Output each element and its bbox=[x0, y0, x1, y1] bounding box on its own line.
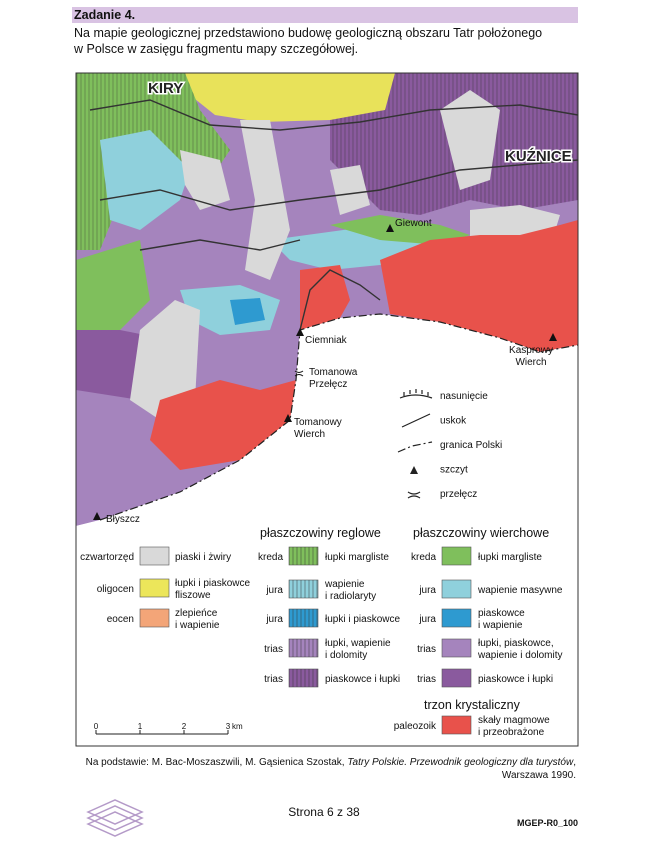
place-label: Ciemniak bbox=[305, 335, 348, 346]
intro-line: Na mapie geologicznej przedstawiono budo… bbox=[74, 26, 542, 40]
symbol-label: przełęcz bbox=[440, 489, 477, 500]
legend-text: i wapienie bbox=[175, 620, 220, 631]
scale-tick: 2 bbox=[182, 722, 187, 731]
legend-heading: płaszczowiny wierchowe bbox=[413, 526, 549, 540]
legend-age: paleozoik bbox=[394, 721, 437, 732]
legend-hatch bbox=[289, 609, 318, 627]
peak-marker bbox=[386, 224, 394, 232]
legend-age: trias bbox=[264, 644, 283, 655]
legend-text: i dolomity bbox=[325, 650, 367, 661]
legend-text: łupki i piaskowce bbox=[175, 578, 250, 589]
legend-symbols bbox=[397, 389, 433, 499]
legend-text: wapienie masywne bbox=[477, 585, 563, 596]
symbol-label: szczyt bbox=[440, 465, 468, 476]
legend-swatch bbox=[139, 578, 170, 598]
legend-text: piaskowce bbox=[478, 608, 525, 619]
place-label: Giewont bbox=[395, 218, 432, 229]
legend-hatch bbox=[289, 580, 318, 598]
legend-text: piaskowce i łupki bbox=[325, 674, 400, 685]
scale-tick: 3 bbox=[226, 722, 231, 731]
map-frame bbox=[75, 72, 579, 747]
exam-code: MGEP-R0_100 bbox=[517, 818, 578, 828]
place-label: Tomanowa bbox=[309, 367, 358, 378]
place-label: Tomanowy bbox=[294, 417, 342, 428]
scale-bar bbox=[95, 730, 229, 735]
legend-age: czwartorzęd bbox=[80, 552, 134, 563]
legend-swatch bbox=[441, 546, 472, 566]
page-number: Strona 6 z 38 bbox=[288, 805, 360, 819]
legend-age: oligocen bbox=[97, 584, 134, 595]
source-place: Warszawa 1990. bbox=[502, 770, 576, 781]
scale-tick: 1 bbox=[138, 722, 143, 731]
legend-text: wapienie i dolomity bbox=[477, 650, 563, 661]
peak-marker bbox=[549, 333, 557, 341]
legend-hatch bbox=[289, 547, 318, 565]
legend-hatch bbox=[289, 669, 318, 687]
place-label: KUŹNICE bbox=[505, 148, 572, 165]
place-label: Błyszcz bbox=[106, 514, 140, 525]
legend-swatch bbox=[441, 715, 472, 735]
legend-text: łupki i piaskowce bbox=[325, 614, 400, 625]
place-label: Kasprowy bbox=[509, 345, 553, 356]
legend-text: skały magmowe bbox=[478, 715, 550, 726]
task-title: Zadanie 4. bbox=[74, 8, 135, 22]
legend-heading: trzon krystaliczny bbox=[424, 698, 521, 712]
legend-heading: płaszczowiny reglowe bbox=[260, 526, 381, 540]
legend-text: piaski i żwiry bbox=[175, 552, 231, 563]
pass-marker bbox=[294, 370, 304, 377]
legend-age: jura bbox=[265, 614, 283, 625]
legend-age: trias bbox=[264, 674, 283, 685]
place-label: Przełęcz bbox=[309, 379, 347, 390]
legend-age: kreda bbox=[411, 552, 436, 563]
legend-text: i radiolaryty bbox=[325, 591, 376, 602]
legend-swatch bbox=[441, 608, 472, 628]
logo bbox=[86, 799, 144, 837]
legend-age: jura bbox=[265, 585, 283, 596]
legend-text: wapienie bbox=[324, 579, 365, 590]
legend-text: fliszowe bbox=[175, 590, 211, 601]
legend-text: i wapienie bbox=[478, 620, 523, 631]
legend-text: i przeobrażone bbox=[478, 727, 545, 738]
legend-text: łupki margliste bbox=[478, 552, 542, 563]
legend-swatch bbox=[139, 546, 170, 566]
legend-text: łupki margliste bbox=[325, 552, 389, 563]
legend-text: łupki, wapienie bbox=[325, 638, 391, 649]
legend-hatch bbox=[289, 639, 318, 657]
legend-text: zlepieńce bbox=[175, 608, 218, 619]
scale-unit: km bbox=[232, 722, 243, 731]
legend-swatch bbox=[441, 638, 472, 658]
legend-age: trias bbox=[417, 644, 436, 655]
symbol-label: uskok bbox=[440, 416, 467, 427]
legend-text: łupki, piaskowce, bbox=[478, 638, 554, 649]
peak-marker bbox=[296, 328, 304, 336]
intro-line: w Polsce w zasięgu fragmentu mapy szczeg… bbox=[73, 42, 358, 56]
place-label: Wierch bbox=[294, 429, 325, 440]
scale-tick: 0 bbox=[94, 722, 99, 731]
legend-swatch bbox=[441, 668, 472, 688]
legend-age: jura bbox=[418, 585, 436, 596]
legend-text: piaskowce i łupki bbox=[478, 674, 553, 685]
peak-marker bbox=[284, 414, 292, 422]
legend-age: jura bbox=[418, 614, 436, 625]
symbol-label: nasunięcie bbox=[440, 391, 488, 402]
legend-age: eocen bbox=[107, 614, 134, 625]
source-line: Na podstawie: M. Bac-Moszaszwili, M. Gąs… bbox=[86, 757, 576, 768]
legend-swatch bbox=[139, 608, 170, 628]
legend-age: kreda bbox=[258, 552, 283, 563]
place-label: Wierch bbox=[515, 357, 546, 368]
symbol-label: granica Polski bbox=[440, 440, 502, 451]
legend-age: trias bbox=[417, 674, 436, 685]
title-bar bbox=[72, 7, 578, 23]
place-label: KIRY bbox=[148, 80, 183, 97]
geological-map bbox=[76, 73, 578, 746]
legend-swatch bbox=[441, 579, 472, 599]
peak-marker bbox=[93, 512, 101, 520]
